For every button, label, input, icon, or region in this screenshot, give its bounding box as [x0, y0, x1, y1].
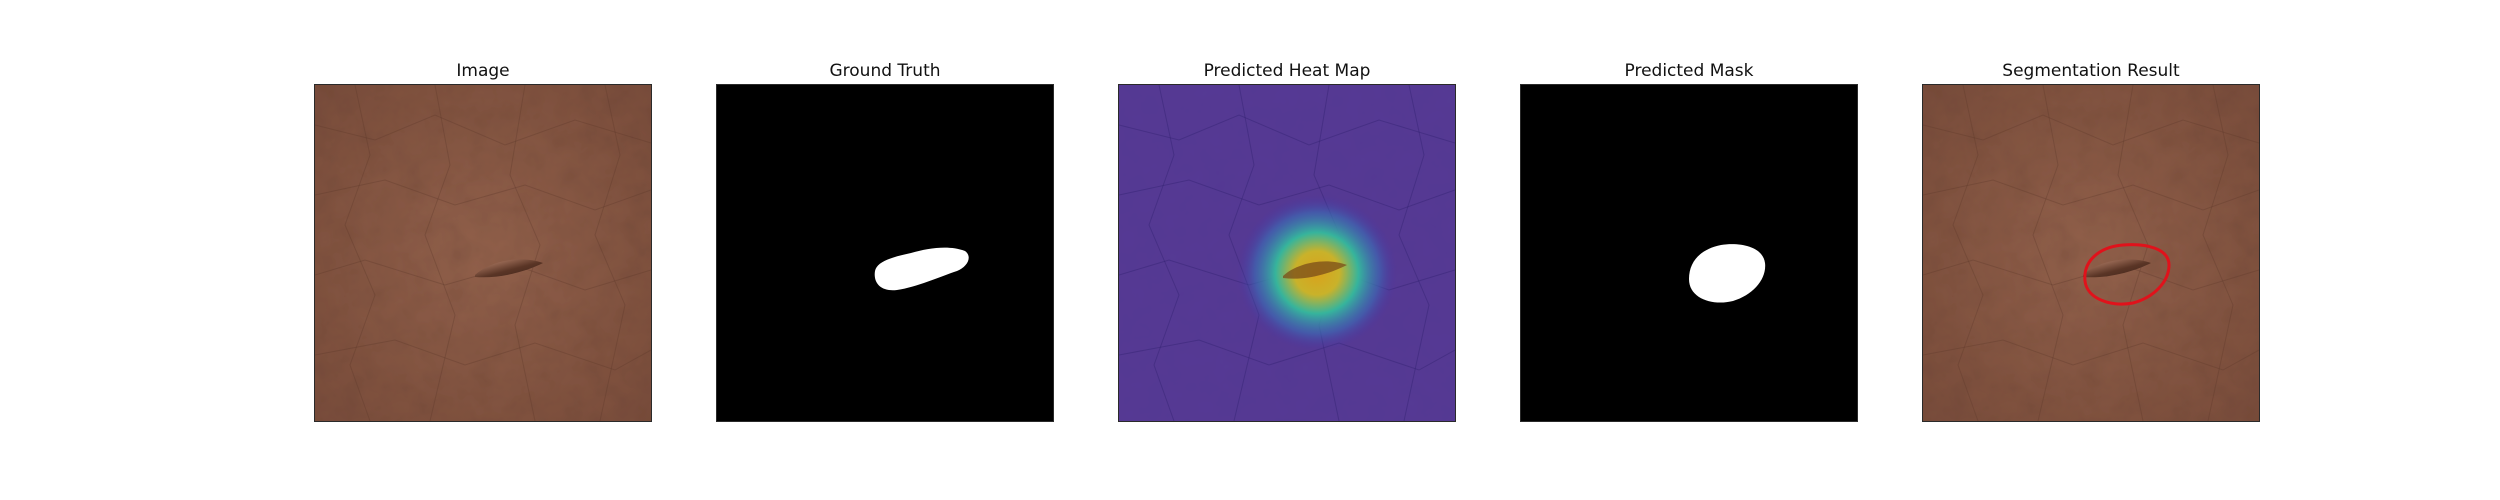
- panel-predicted-mask: Predicted Mask: [1520, 58, 1858, 422]
- panel-title: Image: [456, 61, 510, 81]
- panel-title: Predicted Heat Map: [1203, 61, 1371, 81]
- panel-title: Ground Truth: [829, 61, 941, 81]
- panel-title: Segmentation Result: [2002, 61, 2180, 81]
- predicted-region: [1689, 244, 1766, 303]
- segmentation-result: [1922, 84, 2260, 422]
- heat-map: [1118, 84, 1456, 422]
- panel-heat-map: Predicted Heat Map: [1118, 58, 1456, 422]
- panel-image: Image: [314, 58, 652, 422]
- ground-truth-region: [874, 247, 969, 291]
- ground-truth-mask: [716, 84, 1054, 422]
- leather-texture: [315, 85, 651, 421]
- predicted-mask: [1520, 84, 1858, 422]
- defect-scratch: [475, 259, 543, 278]
- panel-title: Predicted Mask: [1624, 61, 1754, 81]
- segmentation-contour: [2083, 243, 2171, 306]
- panel-ground-truth: Ground Truth: [716, 58, 1054, 422]
- leather-image: [314, 84, 652, 422]
- defect-scratch: [2083, 259, 2151, 278]
- panel-segmentation-result: Segmentation Result: [1922, 58, 2260, 422]
